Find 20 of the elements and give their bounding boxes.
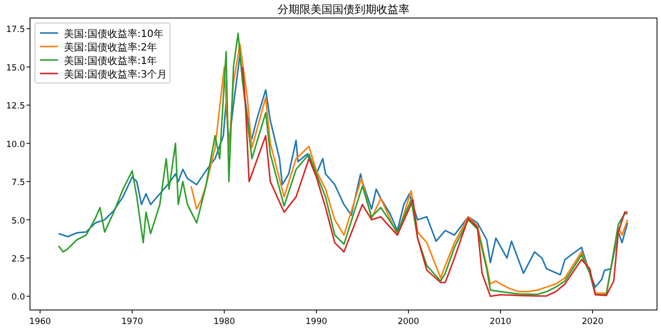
chart-title: 分期限美国国债到期收益率 [278,3,410,16]
x-tick-label: 1970 [121,317,144,327]
y-tick-label: 10.0 [6,140,25,150]
x-tick-label: 2020 [582,317,604,327]
y-tick-label: 0.0 [11,292,25,303]
x-tick-label: 1990 [306,317,328,327]
y-tick-label: 15.0 [6,63,25,74]
legend-label: 美国:国债收益率:3个月 [64,68,168,80]
x-tick-label: 1960 [29,317,51,327]
x-tick-label: 1980 [213,317,236,327]
y-tick-label: 7.5 [11,178,25,188]
y-tick-label: 5.0 [11,216,25,226]
y-tick-label: 17.5 [6,25,25,36]
legend-label: 美国:国债收益率:2年 [64,42,158,54]
x-tick-label: 2010 [490,317,512,327]
legend-label: 美国:国债收益率:10年 [64,28,164,40]
y-tick-label: 12.5 [6,102,25,112]
y-tick-label: 2.5 [11,254,25,265]
x-tick-label: 2000 [398,317,420,327]
legend-label: 美国:国债收益率:1年 [64,55,158,67]
